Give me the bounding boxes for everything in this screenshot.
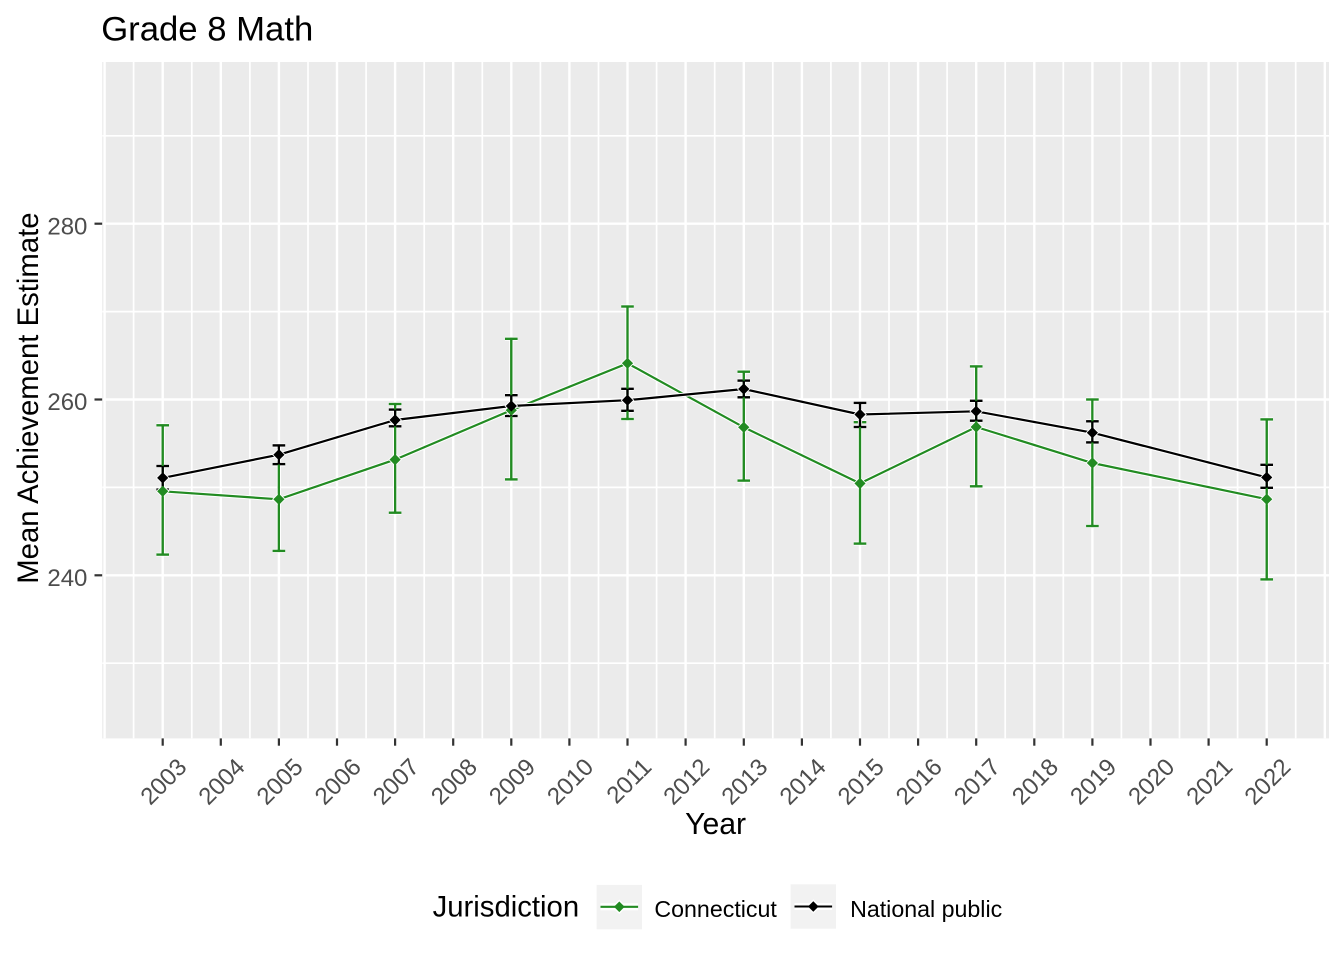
svg-text:National public: National public [850, 896, 1002, 922]
svg-text:Connecticut: Connecticut [654, 896, 777, 922]
svg-text:260: 260 [47, 389, 87, 416]
svg-text:Year: Year [685, 808, 746, 841]
svg-text:Jurisdiction: Jurisdiction [433, 891, 580, 924]
svg-text:Grade 8 Math: Grade 8 Math [101, 11, 313, 49]
svg-text:280: 280 [47, 213, 87, 240]
svg-text:Mean Achievement Estimate: Mean Achievement Estimate [12, 212, 45, 583]
svg-text:240: 240 [47, 565, 87, 592]
